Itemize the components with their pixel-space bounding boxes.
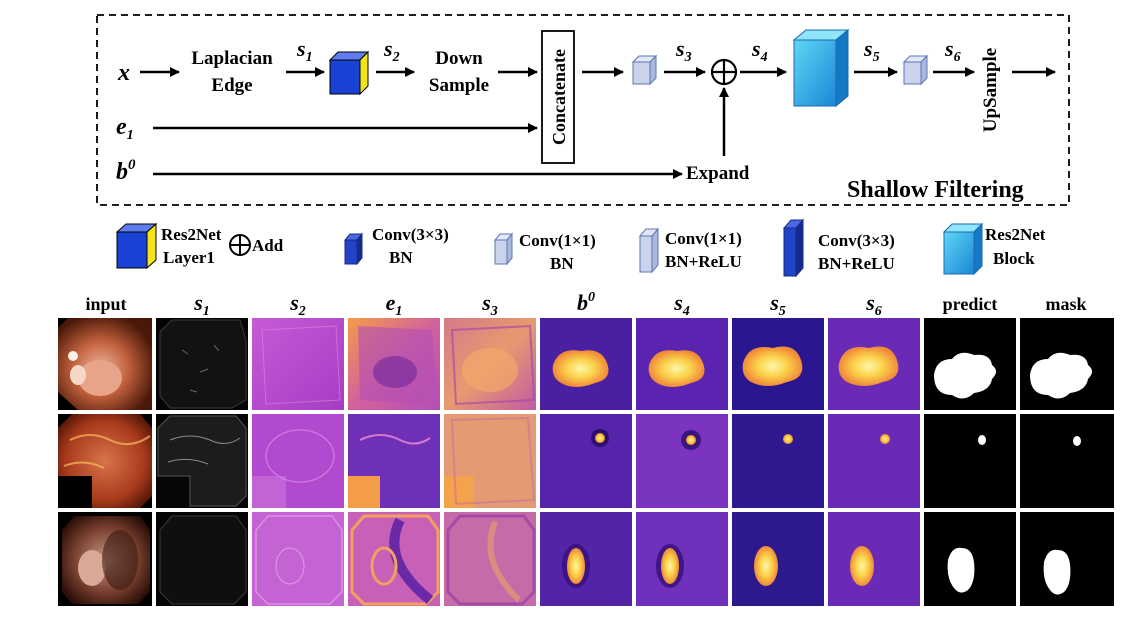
row2-s6-image (828, 414, 920, 508)
row2-input-image (58, 414, 152, 508)
legend-conv3x3-bn-icon (343, 232, 364, 266)
row3-b0-image (540, 512, 632, 606)
row3-s3-image (444, 512, 536, 606)
s2-label: s2 (383, 36, 400, 65)
row3-s4-image (636, 512, 728, 606)
legend-res2net-block-line2: Block (993, 249, 1035, 268)
upsample-label: UpSample (980, 48, 1001, 132)
row2-mask-image (1020, 414, 1114, 508)
row2-b0-image (540, 414, 632, 508)
row3-s2-image (252, 512, 344, 606)
legend-conv1x1-bn-line1: Conv(1×1) (519, 231, 596, 250)
row1-s3-image (444, 318, 536, 410)
row1-s1-image (156, 318, 248, 410)
row3-input-image (58, 512, 152, 606)
row3-mask-image (1020, 512, 1114, 606)
legend-res2net-layer1-icon (115, 222, 158, 270)
s3-label: s3 (675, 36, 692, 65)
row1-s5-image (732, 318, 824, 410)
grid-header-11: mask (1045, 294, 1086, 314)
legend-conv3x3-bnrelu-line1: Conv(3×3) (818, 231, 895, 250)
legend-res2net-layer1-line1: Res2Net (161, 225, 222, 244)
row2-s2-image (252, 414, 344, 508)
concatenate-label: Concatenate (549, 49, 569, 145)
laplacian-label-2: Edge (211, 75, 252, 96)
s4-label: s4 (751, 36, 768, 65)
s6-label: s6 (944, 36, 961, 65)
row2-e1-image (348, 414, 440, 508)
shallow-filtering-title: Shallow Filtering (847, 177, 1024, 203)
res2net-block-cube (792, 28, 850, 108)
conv1x1-bn-cube (631, 54, 658, 86)
grid-header-3: s2 (289, 290, 306, 319)
legend-conv1x1-bn-icon (493, 232, 514, 266)
legend-res2net-block-line1: Res2Net (985, 225, 1046, 244)
row3-e1-image (348, 512, 440, 606)
legend-conv3x3-bnrelu-line2: BN+ReLU (818, 254, 895, 273)
grid-header-4: e1 (386, 290, 403, 319)
legend-res2net-layer1-line2: Layer1 (163, 248, 215, 267)
input-x-label: x (117, 60, 130, 86)
row1-s4-image (636, 318, 728, 410)
legend-conv3x3-bnrelu-icon (782, 218, 805, 278)
add-symbol (710, 58, 738, 86)
input-e1-label: e1 (116, 114, 134, 143)
grid-header-2: s1 (193, 290, 210, 319)
s5-label: s5 (863, 36, 880, 65)
legend: Res2Net Layer1 Add Conv(3×3) BN Conv(1×1… (115, 218, 1046, 278)
legend-conv3x3-bn-line2: BN (389, 248, 413, 267)
concatenate-box (541, 30, 575, 164)
grid-header-8: s5 (769, 290, 786, 319)
legend-conv3x3-bn-line1: Conv(3×3) (372, 225, 449, 244)
grid-header-9: s6 (865, 290, 882, 319)
grid-headers: input s1 s2 e1 s3 b0 s4 s5 s6 predict mask (85, 290, 1086, 319)
grid-row-1 (58, 318, 1114, 410)
legend-conv1x1-bnrelu-line1: Conv(1×1) (665, 229, 742, 248)
legend-conv1x1-bnrelu-icon (638, 227, 660, 274)
row2-s3-image (444, 414, 536, 508)
grid-header-10: predict (943, 294, 998, 314)
row3-s5-image (732, 512, 824, 606)
row1-mask-image (1020, 318, 1114, 410)
expand-label: Expand (686, 163, 750, 184)
conv1x1-bn-cube-2 (902, 54, 929, 86)
row2-s1-image (156, 414, 248, 508)
image-grid (58, 318, 1114, 606)
row3-s6-image (828, 512, 920, 606)
downsample-label-2: Sample (429, 75, 489, 96)
grid-header-1: input (85, 294, 126, 314)
row1-e1-image (348, 318, 440, 410)
row2-s4-image (636, 414, 728, 508)
grid-header-6: b0 (577, 290, 595, 315)
row1-s2-image (252, 318, 344, 410)
row2-predict-image (924, 414, 1016, 508)
legend-conv1x1-bn-line2: BN (550, 254, 574, 273)
input-b0-label: b0 (116, 157, 136, 185)
shallow-filtering-frame (96, 14, 1070, 206)
row1-input-image (58, 318, 152, 410)
row1-s6-image (828, 318, 920, 410)
legend-res2net-block-icon (942, 222, 984, 276)
grid-row-3 (58, 512, 1114, 606)
downsample-label-1: Down (435, 48, 483, 69)
row2-s5-image (732, 414, 824, 508)
s1-label: s1 (296, 36, 313, 65)
laplacian-label-1: Laplacian (191, 48, 273, 69)
legend-conv1x1-bnrelu-line2: BN+ReLU (665, 252, 742, 271)
row1-predict-image (924, 318, 1016, 410)
res2net-layer1-cube (328, 50, 370, 96)
legend-add-icon (229, 234, 251, 256)
row3-predict-image (924, 512, 1016, 606)
legend-add-label: Add (252, 236, 284, 255)
grid-row-2 (58, 414, 1114, 508)
grid-header-5: s3 (481, 290, 498, 319)
grid-header-7: s4 (673, 290, 690, 319)
row3-s1-image (156, 512, 248, 606)
row1-b0-image (540, 318, 632, 410)
